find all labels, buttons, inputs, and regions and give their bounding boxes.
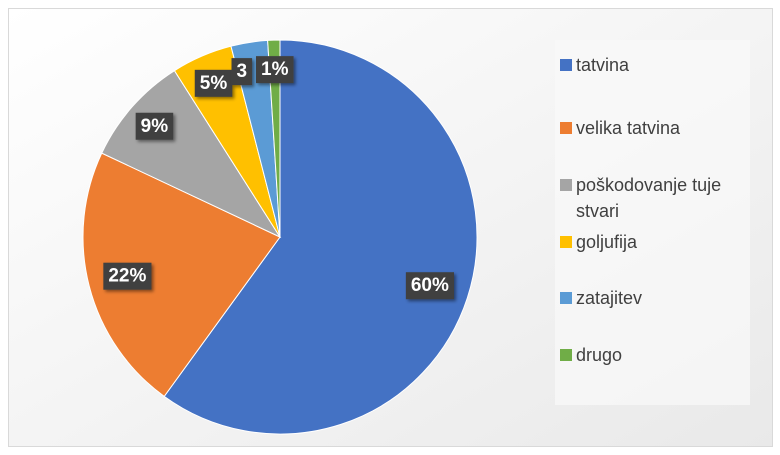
- legend-swatch: [560, 179, 572, 191]
- pie: [82, 39, 478, 435]
- legend-item: velika tatvina: [560, 115, 745, 141]
- data-label-box: [231, 58, 253, 86]
- legend-item: drugo: [560, 342, 745, 368]
- legend-swatch: [560, 292, 572, 304]
- data-label: 1%: [261, 59, 289, 80]
- pie-slice: [101, 69, 282, 239]
- legend-item: zatajitev: [560, 285, 745, 311]
- legend-swatch: [560, 349, 572, 361]
- legend-item: goljufija: [560, 229, 745, 255]
- data-label-box: [194, 69, 233, 97]
- legend-label: tatvina: [576, 55, 630, 75]
- data-label-box: [256, 56, 294, 84]
- legend-area: [555, 40, 750, 405]
- legend-label: goljufija: [576, 232, 638, 252]
- legend-label: poškodovanje tuje stvari: [576, 175, 722, 221]
- data-label: 9%: [141, 116, 169, 137]
- pie-slice: [163, 39, 478, 435]
- data-label-box: [103, 262, 152, 290]
- data-label: 22%: [108, 266, 146, 287]
- legend-label: drugo: [576, 345, 623, 365]
- pie-slice: [267, 39, 281, 238]
- legend-swatch: [560, 122, 572, 134]
- legend-swatch: [560, 236, 572, 248]
- data-label-box: [405, 272, 455, 300]
- data-label-box: [135, 112, 174, 140]
- legend-label: velika tatvina: [576, 118, 681, 138]
- legend-swatch: [560, 59, 572, 71]
- legend-label: zatajitev: [576, 288, 643, 308]
- legend-item: tatvina: [560, 52, 745, 78]
- data-label: 5%: [200, 73, 228, 94]
- data-label: 60%: [411, 275, 449, 296]
- legend-item: poškodovanje tuje stvari: [560, 172, 745, 224]
- data-labels: 60% 22% 9% 5% 3 1%: [103, 56, 455, 300]
- data-label: 3: [237, 61, 248, 82]
